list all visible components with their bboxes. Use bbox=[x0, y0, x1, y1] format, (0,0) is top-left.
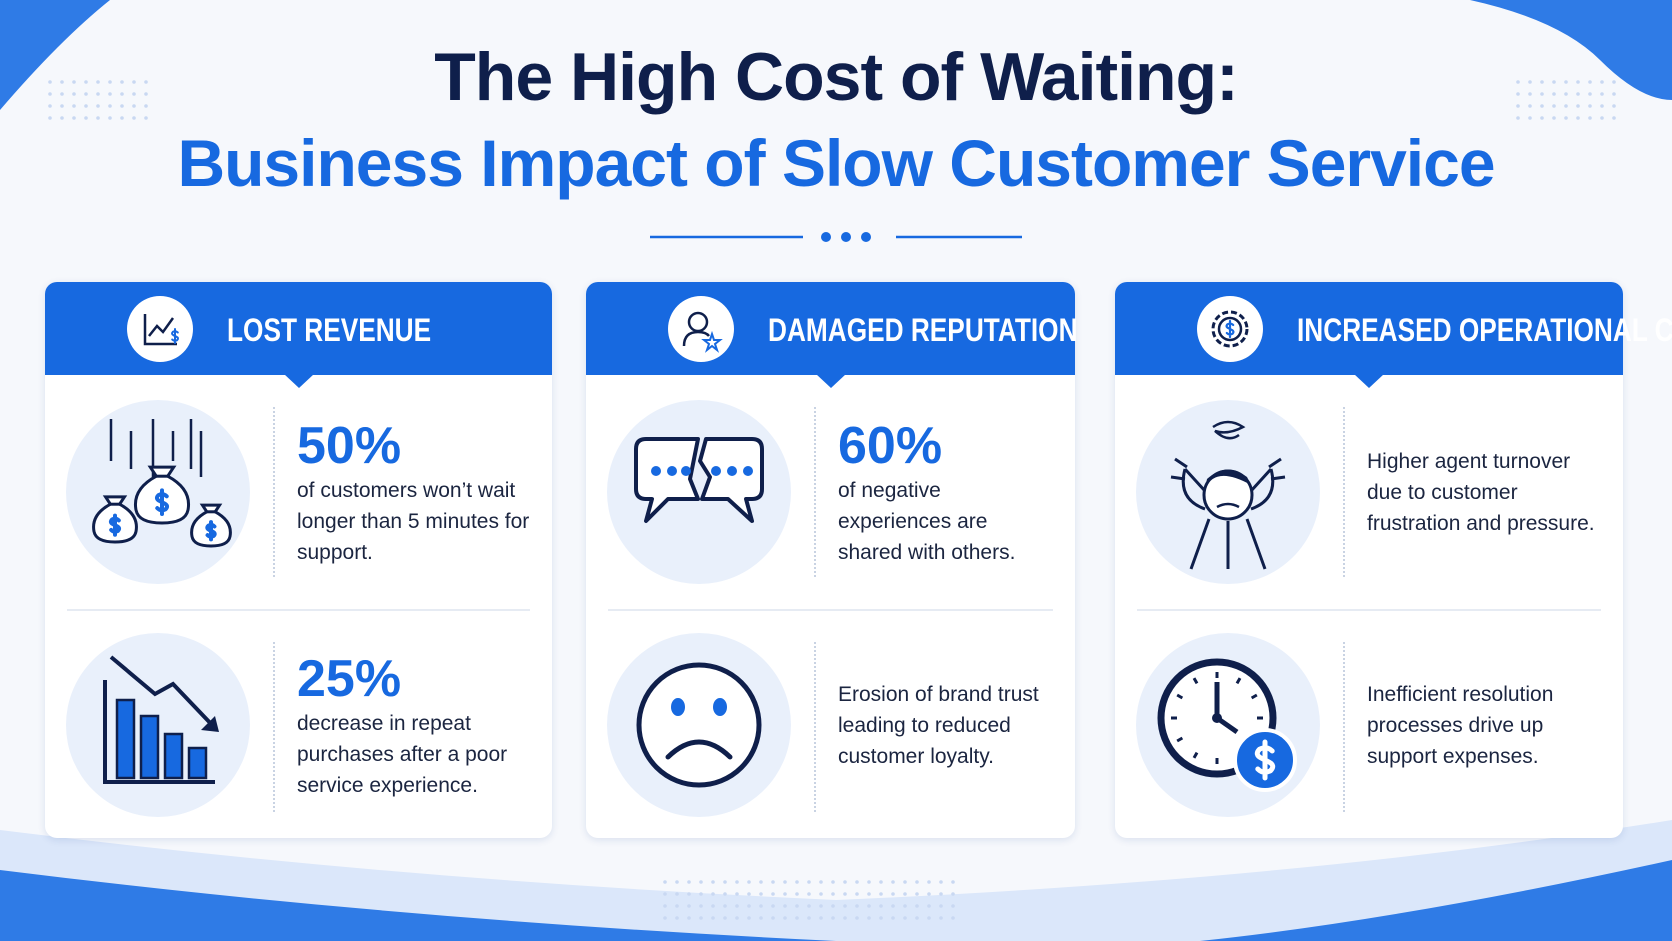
card-header: INCREASED OPERATIONAL COSTS bbox=[1115, 282, 1672, 388]
header-notch bbox=[815, 374, 846, 388]
description: Inefficient resolution processes drive u… bbox=[1367, 682, 1554, 768]
card: LOST REVENUE 50% of customers won’t wait l… bbox=[45, 282, 552, 838]
card-header: LOST REVENUE bbox=[45, 282, 552, 388]
description: of negative experiences are shared with … bbox=[838, 478, 1016, 564]
row-text: 60% of negative experiences are shared wi… bbox=[838, 417, 1055, 568]
dotted-divider bbox=[1343, 642, 1345, 812]
icon bbox=[66, 633, 250, 817]
card-row: 50% of customers won’t wait longer than 5… bbox=[45, 377, 552, 607]
corner-blob bbox=[1470, 0, 1672, 100]
card-row: Erosion of brand trust leading to reduce… bbox=[586, 612, 1075, 838]
description: of customers won’t wait longer than 5 mi… bbox=[297, 478, 530, 564]
illustration bbox=[606, 632, 792, 818]
corner-blob bbox=[0, 0, 110, 110]
title: The High Cost of Waiting: bbox=[434, 39, 1238, 115]
icon bbox=[607, 633, 791, 817]
description: Higher agent turnover due to customer fr… bbox=[1367, 449, 1595, 535]
card-row: 25% decrease in repeat purchases after a … bbox=[45, 612, 552, 838]
icon bbox=[607, 400, 791, 584]
header-icon bbox=[668, 296, 734, 362]
dotted-divider bbox=[1343, 407, 1345, 577]
description: Erosion of brand trust leading to reduce… bbox=[838, 682, 1039, 768]
subtitle: Business Impact of Slow Customer Service bbox=[177, 126, 1495, 200]
dotted-divider bbox=[814, 407, 816, 577]
card-header: DAMAGED REPUTATION bbox=[586, 282, 1078, 388]
divider-dot bbox=[821, 232, 831, 242]
illustration bbox=[65, 399, 251, 585]
stat-value: 25% bbox=[297, 649, 402, 708]
row-text: Erosion of brand trust leading to reduce… bbox=[838, 679, 1055, 772]
illustration bbox=[1135, 399, 1321, 585]
bottom-wave bbox=[1200, 860, 1672, 941]
header-notch bbox=[1354, 374, 1384, 388]
stat-value: 50% bbox=[297, 416, 402, 475]
row-text: Inefficient resolution processes drive u… bbox=[1367, 679, 1603, 772]
row-separator bbox=[1137, 609, 1601, 611]
row-text: Higher agent turnover due to customer fr… bbox=[1367, 446, 1603, 539]
divider-dot bbox=[841, 232, 851, 242]
illustration bbox=[606, 399, 792, 585]
row-separator bbox=[67, 609, 530, 611]
card-title: LOST REVENUE bbox=[227, 312, 432, 348]
dot-pattern bbox=[48, 80, 1616, 920]
header-icon bbox=[1197, 296, 1263, 362]
row-separator bbox=[608, 609, 1053, 611]
header-notch bbox=[283, 374, 314, 388]
card-title: DAMAGED REPUTATION bbox=[768, 312, 1078, 348]
description: decrease in repeat purchases after a poo… bbox=[297, 711, 508, 797]
card-row: Higher agent turnover due to customer fr… bbox=[1115, 377, 1623, 607]
icon bbox=[66, 400, 250, 584]
divider-dot bbox=[861, 232, 871, 242]
card-title: INCREASED OPERATIONAL COSTS bbox=[1297, 312, 1672, 348]
bottom-wave bbox=[0, 820, 1672, 941]
illustration bbox=[1135, 632, 1321, 818]
header-icon bbox=[127, 296, 193, 362]
card: DAMAGED REPUTATION 60% of negative experie… bbox=[586, 282, 1078, 838]
icon bbox=[1211, 310, 1249, 348]
icon bbox=[143, 314, 179, 346]
dotted-divider bbox=[814, 642, 816, 812]
card: INCREASED OPERATIONAL COSTS Higher agent … bbox=[1115, 282, 1672, 838]
dotted-divider bbox=[273, 407, 275, 577]
row-text: 50% of customers won’t wait longer than 5… bbox=[297, 417, 532, 568]
icon bbox=[1136, 400, 1320, 584]
bottom-wave bbox=[0, 870, 836, 941]
dotted-divider bbox=[273, 642, 275, 812]
card-row: Inefficient resolution processes drive u… bbox=[1115, 612, 1623, 838]
icon bbox=[682, 311, 723, 353]
illustration bbox=[65, 632, 251, 818]
icon bbox=[1136, 633, 1320, 817]
card-row: 60% of negative experiences are shared wi… bbox=[586, 377, 1075, 607]
row-text: 25% decrease in repeat purchases after a … bbox=[297, 650, 532, 801]
stat-value: 60% bbox=[838, 416, 943, 475]
